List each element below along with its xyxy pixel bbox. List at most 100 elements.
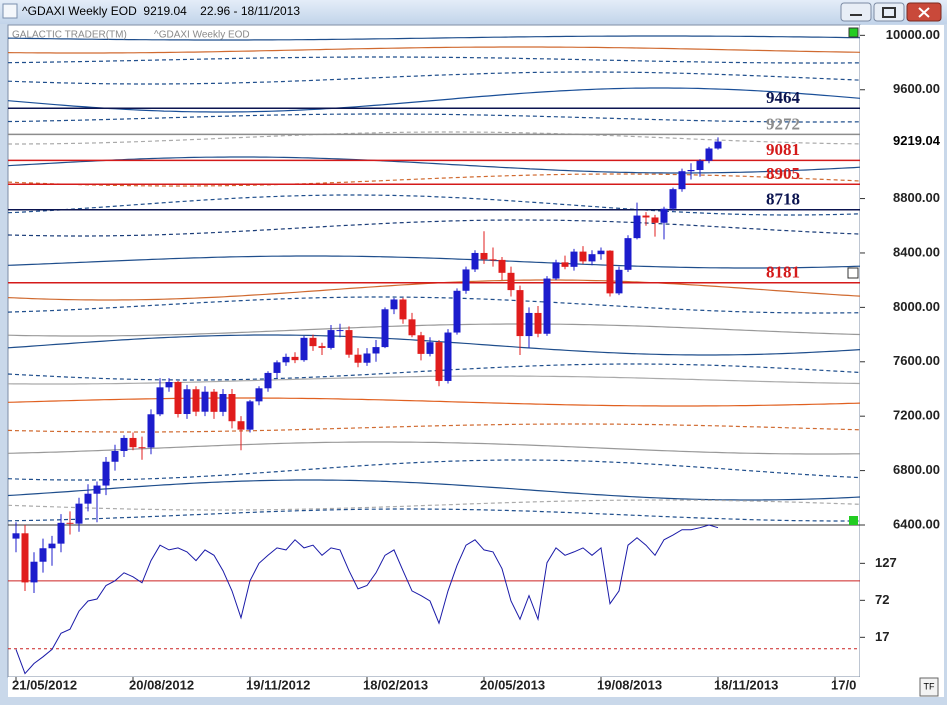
y-tick-label: 10000.00 bbox=[886, 27, 940, 42]
window-title: ^GDAXI Weekly EOD 9219.04 22.96 - 18/11/… bbox=[22, 4, 300, 18]
level-label: 9464 bbox=[766, 88, 801, 107]
level-label: 9081 bbox=[766, 140, 800, 159]
cycle-curve bbox=[8, 113, 860, 123]
candle-body bbox=[453, 290, 461, 333]
candles bbox=[12, 137, 722, 594]
cycle-curve bbox=[8, 71, 860, 85]
candle-body bbox=[255, 388, 263, 402]
candle-body bbox=[75, 503, 83, 524]
candle-body bbox=[381, 309, 389, 348]
candle-body bbox=[201, 391, 209, 412]
level-label: 8181 bbox=[766, 263, 800, 282]
cycle-curve bbox=[8, 35, 860, 41]
candle-body bbox=[309, 337, 317, 347]
window-buttons[interactable] bbox=[840, 2, 942, 22]
candle-body bbox=[489, 259, 497, 261]
y-tick-label: 8400.00 bbox=[893, 244, 940, 259]
app-icon bbox=[2, 3, 18, 19]
x-tick-label: 18/02/2013 bbox=[363, 677, 428, 692]
candle-body bbox=[219, 394, 227, 412]
candle-body bbox=[660, 208, 668, 223]
cycle-curve bbox=[8, 323, 860, 337]
candle-body bbox=[237, 421, 245, 430]
cycle-curve bbox=[8, 375, 860, 385]
cycle-curve bbox=[8, 363, 860, 381]
candle-body bbox=[282, 356, 290, 363]
candle-body bbox=[291, 356, 299, 361]
candle-body bbox=[525, 312, 533, 337]
indicator-panel bbox=[8, 524, 860, 675]
candle-body bbox=[48, 543, 56, 549]
indicator-line bbox=[15, 524, 719, 675]
candle-body bbox=[678, 171, 686, 190]
maximize-button[interactable] bbox=[873, 2, 905, 22]
candle-body bbox=[534, 312, 542, 334]
cycle-curve bbox=[8, 397, 860, 407]
candle-body bbox=[84, 493, 92, 504]
cycle-curve bbox=[8, 479, 860, 501]
candle-body bbox=[39, 548, 47, 562]
cycle-curve bbox=[8, 219, 860, 237]
maximize-icon bbox=[882, 7, 896, 18]
y-tick-label: 9600.00 bbox=[893, 81, 940, 96]
candle-body bbox=[696, 160, 704, 170]
indicator-y-tick-label: 17 bbox=[875, 629, 889, 644]
cycle-curve bbox=[8, 173, 860, 187]
minimize-button[interactable] bbox=[840, 2, 872, 22]
level-label: 9272 bbox=[766, 114, 800, 133]
cycle-curve bbox=[8, 255, 860, 269]
last-price-label: 9219.04 bbox=[893, 133, 941, 148]
candle-body bbox=[597, 250, 605, 255]
candle-body bbox=[336, 330, 344, 332]
cycle-curve bbox=[8, 87, 860, 113]
candle-body bbox=[624, 238, 632, 270]
candle-body bbox=[561, 262, 569, 267]
y-tick-label: 8000.00 bbox=[893, 299, 940, 314]
candle-body bbox=[102, 461, 110, 486]
candle-body bbox=[516, 290, 524, 337]
tf-button[interactable] bbox=[919, 677, 939, 697]
x-tick-label: 17/0 bbox=[831, 677, 856, 692]
marker-bottom bbox=[849, 516, 858, 525]
candle-body bbox=[705, 148, 713, 161]
tf-label: TF bbox=[924, 681, 935, 691]
price-axis-panel bbox=[860, 25, 944, 677]
candle-body bbox=[543, 278, 551, 334]
title-bar bbox=[0, 0, 947, 24]
candle-body bbox=[642, 215, 650, 218]
y-tick-label: 6800.00 bbox=[893, 462, 940, 477]
x-tick-label: 18/11/2013 bbox=[714, 677, 778, 692]
candle-body bbox=[417, 335, 425, 354]
candle-body bbox=[12, 533, 20, 539]
candle-body bbox=[210, 391, 218, 412]
candle-body bbox=[363, 353, 371, 363]
alert-box[interactable] bbox=[847, 267, 859, 279]
candle-body bbox=[264, 372, 272, 389]
candle-body bbox=[156, 387, 164, 415]
candle-body bbox=[273, 362, 281, 373]
candle-body bbox=[228, 394, 236, 422]
candle-body bbox=[129, 437, 137, 448]
candle-body bbox=[444, 332, 452, 381]
candle-body bbox=[669, 189, 677, 209]
cycle-curve bbox=[8, 499, 860, 511]
candle-body bbox=[300, 337, 308, 361]
candle-body bbox=[390, 299, 398, 310]
cycle-curve bbox=[8, 296, 860, 314]
x-tick-label: 20/08/2012 bbox=[129, 677, 194, 692]
candle-body bbox=[318, 346, 326, 348]
candle-body bbox=[354, 354, 362, 363]
close-icon bbox=[918, 7, 930, 18]
cycle-lines bbox=[8, 35, 860, 522]
candle-body bbox=[408, 319, 416, 336]
y-tick-label: 7600.00 bbox=[893, 353, 940, 368]
candle-body bbox=[480, 252, 488, 260]
cycle-curve bbox=[8, 156, 860, 174]
candle-body bbox=[174, 382, 182, 415]
axes: 10000.00 9600.00 8800.00 8400.00 8000.00 7600… bbox=[12, 27, 941, 693]
cycle-curve bbox=[8, 441, 860, 455]
marker-top bbox=[848, 27, 859, 38]
level-label: 8718 bbox=[766, 190, 800, 209]
cycle-curve bbox=[8, 56, 860, 64]
